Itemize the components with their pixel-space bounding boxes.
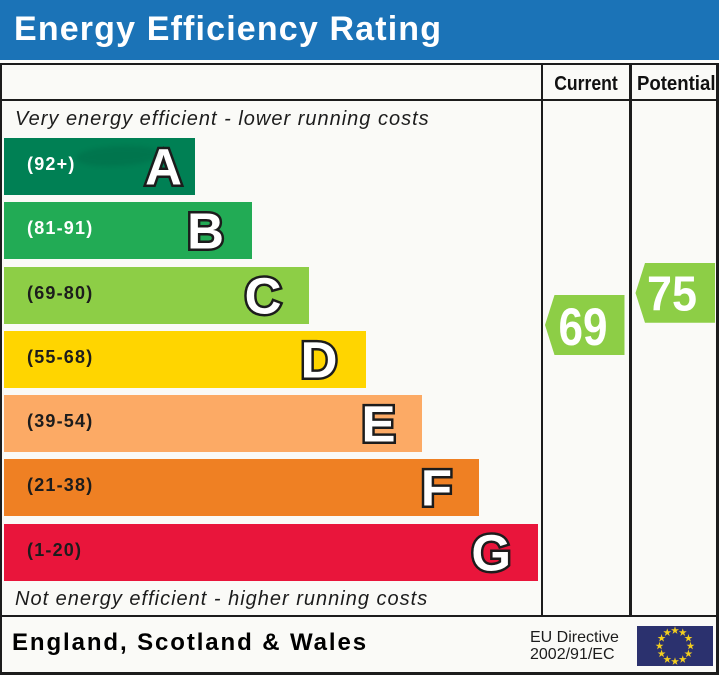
svg-text:D: D — [301, 332, 338, 389]
svg-text:E: E — [361, 396, 395, 453]
svg-text:75: 75 — [647, 268, 697, 322]
svg-text:C: C — [245, 268, 282, 325]
svg-text:69: 69 — [559, 298, 608, 357]
svg-text:B: B — [187, 203, 224, 260]
svg-text:F: F — [421, 460, 452, 517]
svg-text:G: G — [471, 525, 511, 582]
svg-text:A: A — [145, 139, 182, 196]
